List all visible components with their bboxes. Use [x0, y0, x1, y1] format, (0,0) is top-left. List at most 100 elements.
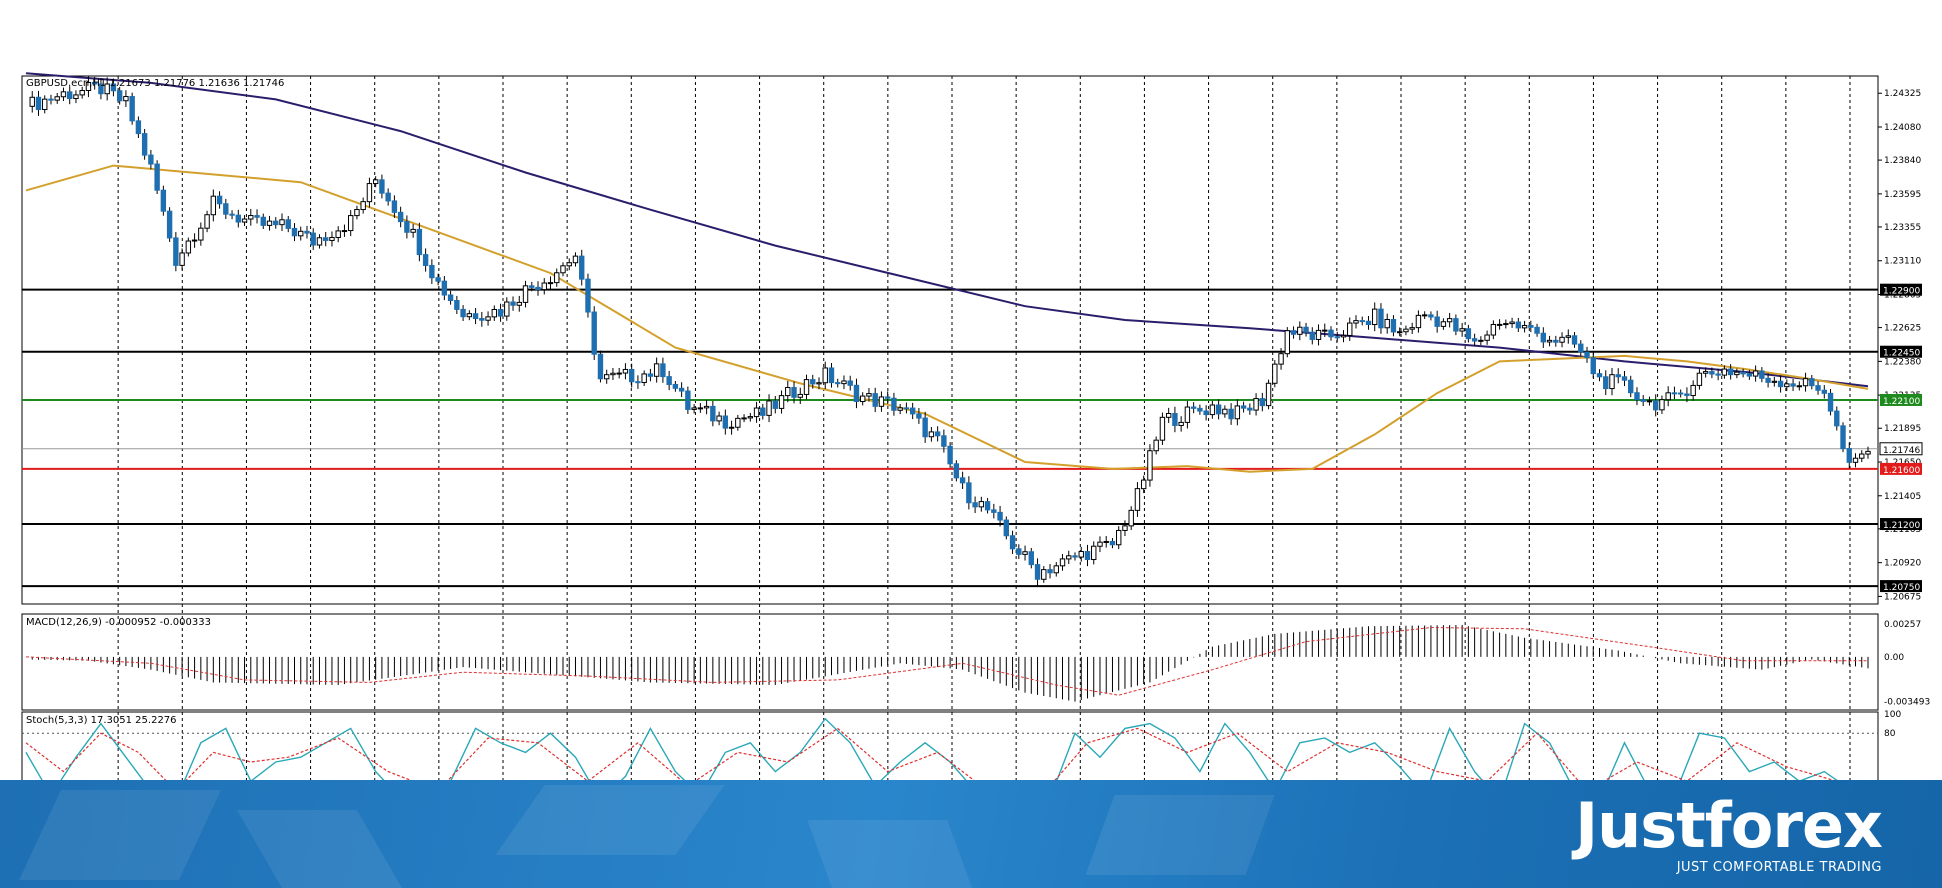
candle-bear	[173, 237, 179, 266]
candle-bear	[772, 400, 778, 409]
candle-bull	[1153, 439, 1159, 452]
candle-bull	[1297, 326, 1303, 335]
y-tick-label: 1.23840	[1884, 156, 1921, 166]
candle-bear	[1677, 392, 1684, 395]
candle-bear	[1578, 343, 1584, 353]
candle-bear	[1596, 373, 1603, 378]
level-price-tag	[1880, 283, 1922, 296]
candle-bull	[747, 416, 754, 419]
candle-bull	[653, 363, 660, 377]
candle-bear	[1334, 336, 1340, 339]
candle-bull	[778, 395, 785, 409]
candle-bull	[547, 282, 554, 285]
candle-bull	[210, 195, 217, 216]
candle-bull	[1097, 541, 1103, 547]
brand-name: Justforex	[1575, 789, 1883, 862]
candle-bull	[1702, 371, 1709, 374]
candle-bear	[460, 308, 466, 318]
brand-logo[interactable]: Justforex JUST COMFORTABLE TRADING	[1575, 789, 1883, 876]
candle-bear	[1465, 328, 1472, 340]
candle-bear	[429, 264, 435, 279]
candle-bear	[966, 482, 972, 504]
candle-bear	[1777, 380, 1784, 388]
candle-bull	[279, 219, 285, 226]
candle-bull	[1091, 545, 1097, 561]
level-price-tag	[1880, 518, 1922, 531]
candle-bear	[323, 237, 329, 241]
candle-bear	[934, 431, 941, 437]
candle-bull	[410, 228, 416, 233]
candle-bull	[1409, 327, 1415, 330]
candle-bear	[884, 396, 891, 399]
candle-bull	[1421, 314, 1428, 317]
candle-bull	[298, 230, 304, 237]
candle-bull	[1209, 404, 1216, 416]
candle-bear	[1172, 412, 1178, 426]
candle-bear	[959, 477, 966, 484]
candle-bear	[591, 311, 597, 355]
candle-bear	[435, 277, 441, 282]
candle-bull	[878, 396, 885, 407]
candle-bull	[1659, 399, 1665, 411]
ma-fast-line	[25, 164, 1869, 473]
candle-bull	[1315, 329, 1322, 340]
candle-bull	[1059, 558, 1066, 567]
candle-bear	[660, 363, 666, 378]
brand-footer: Justforex JUST COMFORTABLE TRADING	[0, 780, 1942, 888]
candle-bear	[872, 393, 878, 407]
candle-bear	[1834, 410, 1840, 427]
candle-bull	[42, 98, 48, 111]
candle-bull	[179, 252, 185, 266]
candle-bear	[260, 216, 266, 226]
candle-bull	[29, 96, 35, 107]
candle-bull	[1752, 370, 1759, 377]
horizontal-levels	[22, 288, 1878, 588]
candle-bear	[35, 96, 42, 111]
candle-bear	[310, 232, 316, 246]
candle-bear	[1709, 371, 1715, 375]
candle-bull	[753, 407, 760, 418]
candle-bear	[1809, 378, 1815, 387]
candle-bear	[835, 382, 841, 385]
candle-bull	[1322, 329, 1328, 332]
candle-bear	[441, 280, 448, 296]
current-price-tag	[1879, 442, 1923, 456]
candle-bull	[466, 313, 473, 318]
candle-bull	[522, 285, 529, 303]
candle-bear	[223, 203, 229, 215]
candle-bull	[123, 96, 129, 102]
candle-bear	[385, 192, 391, 202]
candle-bull	[897, 407, 903, 411]
candle-bull	[1041, 569, 1047, 580]
macd-pane-title: MACD(12,26,9) -0.000952 -0.000333	[26, 617, 211, 628]
candle-bull	[1234, 405, 1241, 420]
candle-bull	[803, 379, 810, 395]
candle-bear	[1365, 320, 1372, 326]
candle-bear	[1553, 339, 1559, 343]
candle-bull	[241, 218, 248, 223]
candle-bull	[316, 237, 323, 246]
candle-bear	[1790, 383, 1796, 387]
main-pane-title: GBPUSD.ecn,H1 1.21673 1.21776 1.21636 1.…	[26, 78, 284, 89]
candle-bull	[1134, 488, 1141, 511]
candle-bull	[1490, 323, 1497, 336]
candle-bull	[566, 262, 572, 267]
candle-bull	[816, 382, 822, 385]
candle-bear	[1528, 324, 1534, 328]
candle-bear	[1003, 519, 1010, 537]
candle-bear	[1378, 308, 1384, 329]
y-tick-label: 1.24325	[1884, 89, 1921, 99]
candle-bear	[391, 200, 398, 213]
candle-bull	[1484, 334, 1490, 341]
candle-bear	[628, 368, 635, 383]
price-axis: 1.24325 1.24080 1.23840 1.23595 1.23355 1.231…	[1878, 89, 1930, 816]
candle-bull	[1347, 322, 1353, 336]
candle-bull	[1478, 339, 1484, 342]
candle-bull	[1178, 421, 1184, 426]
candle-bull	[1665, 392, 1671, 401]
candle-bear	[685, 390, 691, 410]
candle-bear	[1453, 318, 1459, 332]
candle-bear	[1084, 551, 1091, 561]
candle-bear	[903, 407, 910, 410]
candle-bull	[1103, 540, 1109, 543]
